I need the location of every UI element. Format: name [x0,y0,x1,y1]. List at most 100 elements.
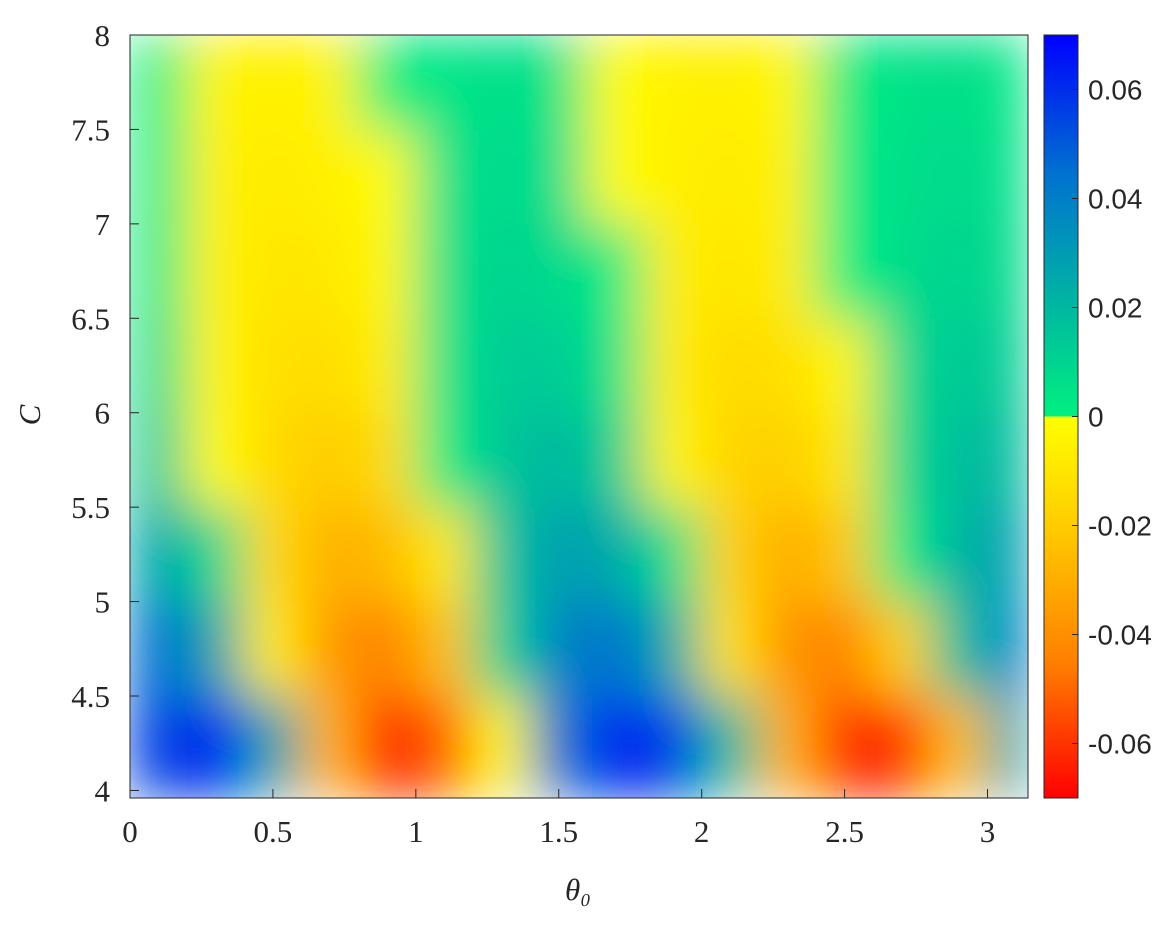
colorbar-tick-label: 0.02 [1088,293,1143,324]
heatmap-cell [529,128,588,225]
y-tick-label: 5.5 [71,490,110,525]
heatmap-cell [529,601,588,697]
heatmap-cell [358,506,417,603]
y-tick-label: 7.5 [71,112,110,147]
heatmap-cell [987,506,1028,603]
heatmap-cell [701,601,760,697]
heatmap-cell [415,601,474,697]
heatmap-cell [472,695,531,798]
heatmap-cell [701,128,760,225]
heatmap-cell [644,601,703,697]
heatmap-cell [929,35,989,130]
heatmap-cell [301,223,360,319]
heatmap-cell [644,128,703,225]
heatmap-cell [301,506,360,603]
heatmap-cell [472,317,531,414]
y-tick-label: 8 [95,18,111,53]
x-tick-label: 3 [980,814,996,849]
x-tick-label: 2.5 [825,814,864,849]
heatmap-cell [701,317,760,414]
heatmap-cell [929,506,989,603]
heatmap-cell [243,35,303,130]
heatmap-cell [243,128,303,225]
colorbar-tick-label: 0.06 [1088,75,1143,106]
heatmap-cell [301,412,360,508]
heatmap-cell [130,506,188,603]
heatmap-cell [644,223,703,319]
heatmap-cell [358,223,417,319]
heatmap-cell [701,506,760,603]
heatmap-cell [644,317,703,414]
heatmap-cell [758,223,817,319]
heatmap-cell [130,35,188,130]
heatmap-cell [243,412,303,508]
x-tick-label: 0.5 [254,814,293,849]
heatmap-cell [644,412,703,508]
heatmap-cell [758,317,817,414]
heatmap-cell [872,601,931,697]
heatmap-cell [415,317,474,414]
heatmap-cell [987,35,1028,130]
heatmap-cell [186,506,245,603]
heatmap-cell [130,128,188,225]
heatmap-cell [586,223,646,319]
heatmap-cell [130,412,188,508]
heatmap-cell [529,506,588,603]
heatmap-cell [872,223,931,319]
x-tick-label: 1.5 [539,814,578,849]
heatmap-cell [186,35,245,130]
heatmap-cell [987,601,1028,697]
heatmap-cell [186,695,245,798]
y-tick-label: 5 [95,585,111,620]
x-tick-label: 2 [694,814,710,849]
heatmap-cell [987,695,1028,798]
heatmap-cell [358,317,417,414]
y-tick-label: 4 [95,773,111,808]
heatmap-cell [586,317,646,414]
heatmap-cell [301,35,360,130]
heatmap-cell [815,35,874,130]
heatmap-cell [815,412,874,508]
heatmap-cell [186,317,245,414]
heatmap-cell [415,128,474,225]
heatmap-cells [130,35,1028,798]
heatmap-cell [186,412,245,508]
heatmap-cell [358,601,417,697]
heatmap-cell [987,317,1028,414]
heatmap-cell [872,412,931,508]
heatmap-cell [529,412,588,508]
heatmap-cell [815,223,874,319]
heatmap-cell [415,35,474,130]
heatmap-cell [929,223,989,319]
heatmap-cell [758,506,817,603]
heatmap-cell [130,695,188,798]
heatmap-cell [929,128,989,225]
axes: 0 0.5 1 1.5 2 2.5 3 4 4.5 5 5.5 6 6.5 7 7.5 8 -0.06 -0.04… [71,18,1152,849]
heatmap-cell [872,695,931,798]
heatmap-cell [529,695,588,798]
heatmap-cell [415,412,474,508]
y-tick-label: 6 [95,396,111,431]
y-axis-label: C [12,404,47,425]
colorbar-tick-label: -0.06 [1088,729,1152,760]
heatmap-cell [529,35,588,130]
heatmap-cell [472,223,531,319]
heatmap-cell [529,223,588,319]
heatmap-cell [130,601,188,697]
heatmap-cell [358,695,417,798]
heatmap-cell [415,506,474,603]
heatmap-cell [186,223,245,319]
heatmap-cell [758,601,817,697]
heatmap-cell [301,128,360,225]
heatmap-cell [701,35,760,130]
x-tick-label: 1 [408,814,424,849]
heatmap-cell [929,601,989,697]
heatmap-cell [472,412,531,508]
heatmap-cell [872,35,931,130]
heatmap-cell [186,601,245,697]
heatmap-cell [358,412,417,508]
heatmap-cell [872,128,931,225]
heatmap-cell [872,506,931,603]
heatmap-cell [529,317,588,414]
heatmap-cell [415,223,474,319]
